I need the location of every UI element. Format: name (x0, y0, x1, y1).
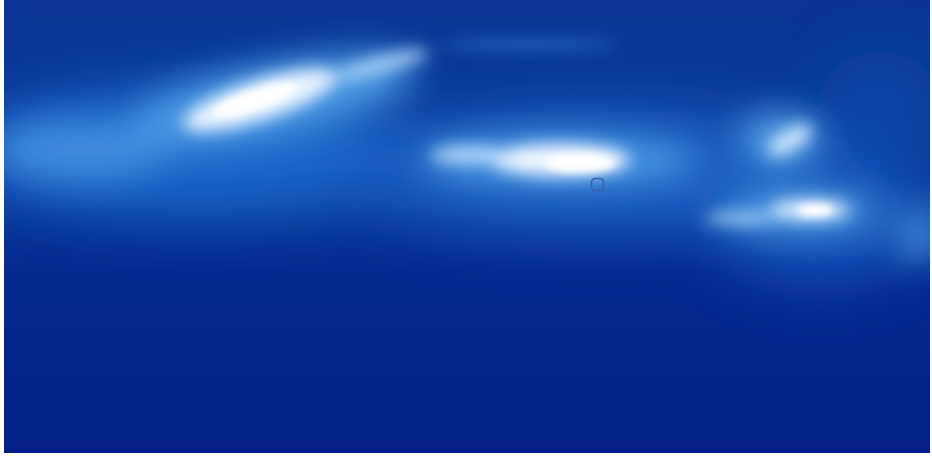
cursor-marker (590, 177, 605, 192)
